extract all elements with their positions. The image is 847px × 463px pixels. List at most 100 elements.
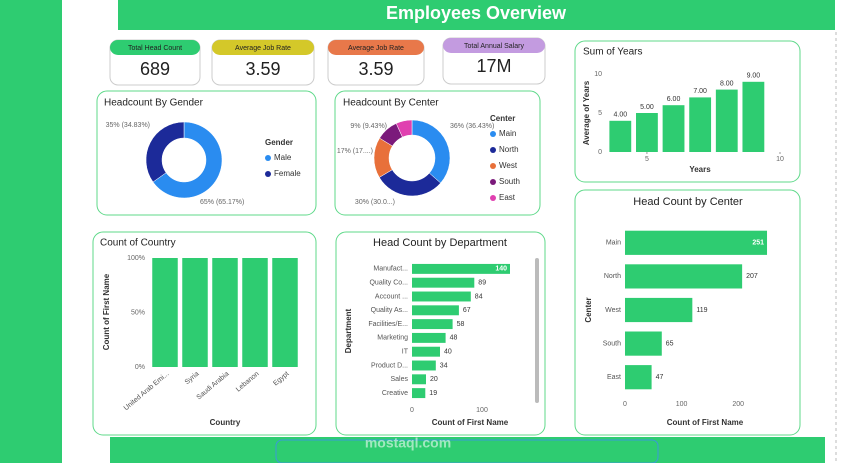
y-tick-label: Facilities/E... — [368, 321, 408, 328]
value-label: 58 — [457, 321, 465, 328]
bar — [715, 89, 738, 152]
value-label: 67 — [463, 307, 471, 314]
bar — [152, 258, 178, 367]
watermark: mostaql.com — [365, 435, 451, 451]
legend-label: East — [499, 193, 516, 202]
x-axis-title: Count of First Name — [432, 418, 509, 427]
x-tick-label: 0 — [623, 401, 627, 408]
legend-label: West — [499, 161, 518, 170]
kpi-label: Total Annual Salary — [464, 43, 524, 50]
chart-title: Headcount By Gender — [104, 98, 204, 109]
y-axis-title: Average of Years — [582, 80, 591, 145]
title-band — [118, 0, 835, 30]
y-tick-label: Product D... — [371, 362, 408, 369]
x-tick-label: 200 — [732, 401, 744, 408]
y-tick-label: 50% — [131, 309, 145, 316]
x-axis-title: Count of First Name — [667, 418, 744, 427]
x-tick-label: 10 — [776, 156, 784, 163]
value-label: 19 — [429, 390, 437, 397]
legend-swatch — [490, 163, 496, 169]
bar — [412, 263, 510, 274]
y-tick-label: 100% — [127, 255, 145, 262]
bar — [625, 230, 768, 255]
y-tick-label: 0% — [135, 364, 145, 371]
y-tick-label: Main — [606, 240, 621, 247]
bar — [412, 388, 426, 399]
kpi-value: 3.59 — [358, 59, 393, 79]
bar — [412, 360, 436, 371]
value-label: 251 — [752, 240, 764, 247]
kpi-label: Average Job Rate — [348, 45, 404, 52]
value-label: 140 — [495, 266, 507, 273]
legend-swatch — [490, 179, 496, 185]
scrollbar[interactable] — [535, 258, 539, 403]
donut-slice — [152, 121, 223, 199]
legend-swatch — [265, 155, 271, 161]
y-tick-label: Quality As... — [371, 307, 408, 314]
y-tick-label: South — [603, 340, 621, 347]
bar — [272, 258, 298, 367]
bar — [412, 291, 471, 302]
legend-label: South — [499, 177, 520, 186]
y-tick-label: 10 — [594, 71, 602, 78]
y-tick-label: North — [604, 273, 621, 280]
bar — [625, 264, 743, 289]
kpi-value: 17M — [476, 56, 511, 76]
x-axis-title: Country — [210, 418, 241, 427]
slice-label: 30% (30.0...) — [355, 199, 395, 206]
bar — [662, 105, 685, 152]
y-tick-label: 0 — [598, 149, 602, 156]
bar — [242, 258, 268, 367]
slice-label: 65% (65.17%) — [200, 199, 244, 206]
value-label: 65 — [666, 340, 674, 347]
kpi-value: 3.59 — [245, 59, 280, 79]
y-axis-title: Department — [344, 308, 353, 353]
y-tick-label: Manufact... — [373, 266, 408, 273]
bar — [412, 374, 426, 385]
kpi-label: Average Job Rate — [235, 45, 291, 52]
kpi-value: 689 — [140, 59, 170, 79]
x-tick-label: 100 — [476, 407, 488, 414]
legend-title: Gender — [265, 138, 293, 147]
bar — [609, 120, 632, 152]
value-label: 4.00 — [613, 112, 627, 119]
y-tick-label: West — [605, 307, 621, 314]
value-label: 48 — [450, 335, 458, 342]
x-axis-title: Years — [689, 165, 711, 174]
value-label: 9.00 — [747, 73, 761, 80]
bar — [212, 258, 238, 367]
chart-title: Head Count by Center — [633, 196, 743, 208]
legend-swatch — [265, 171, 271, 177]
bottom-band — [110, 437, 825, 463]
legend-swatch — [490, 195, 496, 201]
side-band — [0, 0, 62, 463]
bar — [412, 277, 475, 288]
kpi-cards: Total Head Count 689 Average Job Rate 3.… — [109, 37, 546, 86]
donut-slice — [395, 119, 413, 138]
bar — [742, 81, 765, 152]
y-tick-label: Creative — [382, 390, 408, 397]
legend-label: Main — [499, 129, 516, 138]
legend-label: North — [499, 145, 519, 154]
legend-swatch — [490, 147, 496, 153]
value-label: 5.00 — [640, 104, 654, 111]
bar — [412, 305, 459, 316]
legend-label: Female — [274, 169, 301, 178]
slice-label: 9% (9.43%) — [350, 123, 387, 130]
value-label: 89 — [478, 280, 486, 287]
bar — [412, 319, 453, 330]
kpi-header — [110, 40, 200, 55]
chart-title: Count of Country — [100, 238, 176, 249]
y-tick-label: Quality Co... — [369, 280, 408, 287]
x-tick-label: 5 — [645, 156, 649, 163]
value-label: 6.00 — [667, 96, 681, 103]
y-tick-label: Marketing — [377, 335, 408, 342]
y-tick-label: Sales — [390, 376, 408, 383]
legend-title: Center — [490, 114, 515, 123]
value-label: 40 — [444, 349, 452, 356]
legend-label: Male — [274, 153, 292, 162]
bar — [689, 97, 712, 152]
kpi-label: Total Head Count — [128, 45, 182, 52]
value-label: 34 — [440, 362, 448, 369]
